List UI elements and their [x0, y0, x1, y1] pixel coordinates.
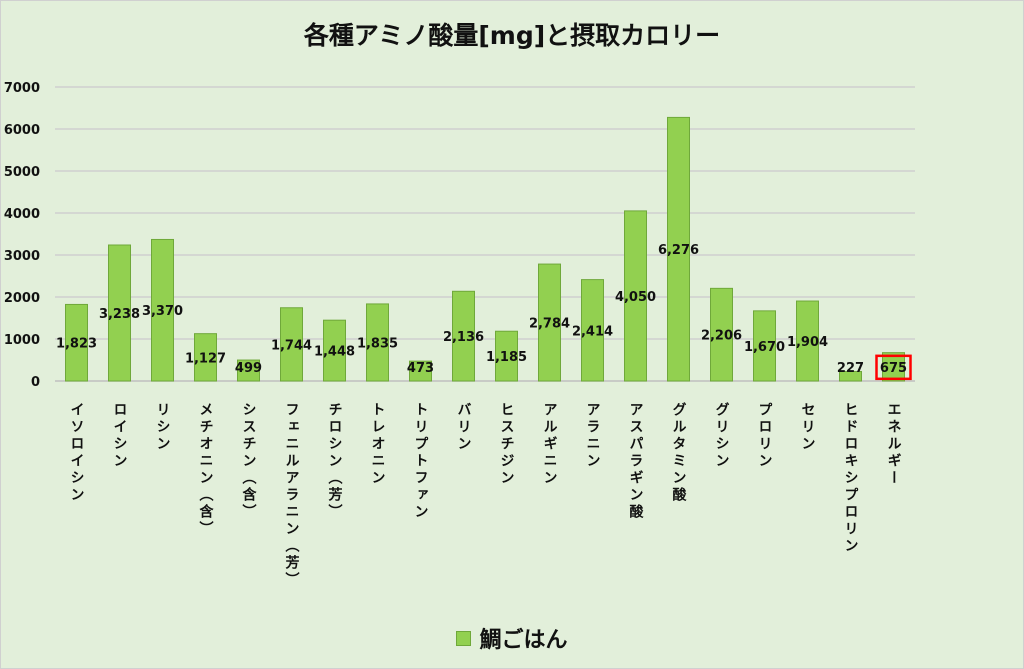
- bar: [667, 116, 690, 382]
- data-label: 499: [235, 361, 262, 376]
- data-label: 1,744: [271, 338, 312, 353]
- x-tick-label: グリシン: [714, 401, 730, 470]
- data-label: 3,370: [142, 304, 183, 319]
- bar: [452, 290, 475, 382]
- x-tick-label: アスパラギン酸: [628, 402, 644, 521]
- bar: [624, 210, 647, 382]
- data-label: 1,904: [787, 335, 828, 350]
- x-tick-label: ヒドロキシプロリン: [843, 402, 859, 555]
- x-tick-label: シスチン（含）: [241, 402, 258, 521]
- y-tick-label: 2000: [4, 291, 40, 306]
- chart-title: 各種アミノ酸量[mg]と摂取カロリー: [303, 21, 721, 50]
- data-label: 3,238: [99, 307, 140, 322]
- bar: [538, 263, 561, 382]
- data-label: 2,136: [443, 330, 484, 345]
- y-tick-label: 1000: [4, 333, 40, 348]
- x-tick-label: バリン: [456, 402, 472, 453]
- data-label: 6,276: [658, 243, 699, 258]
- y-tick-label: 4000: [4, 207, 40, 222]
- bar: [194, 333, 217, 382]
- x-tick-label: トレオニン: [370, 402, 386, 487]
- bar: [65, 303, 88, 382]
- data-label: 1,127: [185, 351, 226, 366]
- bar: [323, 319, 346, 382]
- x-tick-label: フェニルアラニン（芳）: [284, 402, 301, 589]
- bar: [710, 287, 733, 382]
- bar: [280, 307, 303, 382]
- bar: [839, 370, 862, 382]
- highlight-box: [875, 354, 912, 381]
- data-label: 1,670: [744, 340, 785, 355]
- x-tick-label: グルタミン酸: [671, 401, 687, 504]
- data-label: 2,414: [572, 324, 613, 339]
- data-label: 1,835: [357, 336, 398, 351]
- bar: [796, 300, 819, 382]
- x-tick-label: ロイシン: [112, 402, 128, 470]
- bar: [237, 359, 260, 382]
- bar: [753, 310, 776, 382]
- x-tick-label: エネルギー: [886, 402, 902, 487]
- data-label: 227: [837, 361, 864, 376]
- bar: [108, 244, 131, 382]
- data-label: 1,823: [56, 337, 97, 352]
- bar: [366, 303, 389, 382]
- x-tick-label: イソロイシン: [69, 402, 85, 504]
- legend-label: 鯛ごはん: [479, 628, 568, 653]
- bar: [409, 360, 432, 382]
- x-tick-label: チロシン（芳）: [327, 402, 344, 521]
- data-label: 2,206: [701, 329, 742, 344]
- data-label: 1,185: [486, 350, 527, 365]
- x-tick-label: トリプトファン: [413, 402, 429, 521]
- x-tick-label: アラニン: [585, 402, 601, 470]
- x-tick-label: アルギニン: [542, 402, 558, 487]
- y-tick-label: 3000: [4, 249, 40, 264]
- legend: 鯛ごはん: [0, 622, 1024, 654]
- y-tick-label: 6000: [4, 123, 40, 138]
- y-tick-label: 5000: [4, 165, 40, 180]
- legend-swatch: [456, 630, 472, 646]
- x-tick-label: ヒスチジン: [499, 402, 515, 487]
- bar: [151, 238, 174, 382]
- data-label: 473: [407, 361, 434, 376]
- bar: [581, 279, 604, 382]
- bar: [495, 330, 518, 382]
- data-label: 4,050: [615, 290, 656, 305]
- y-tick-label: 0: [31, 375, 40, 390]
- data-label: 675: [880, 361, 907, 376]
- x-tick-label: メチオニン（含）: [198, 402, 215, 538]
- data-label: 2,784: [529, 317, 570, 332]
- x-tick-label: リシン: [155, 402, 171, 453]
- bar: [882, 352, 905, 382]
- data-label: 1,448: [314, 345, 355, 360]
- y-tick-label: 7000: [4, 81, 40, 96]
- x-tick-label: プロリン: [757, 402, 773, 470]
- x-tick-label: セリン: [800, 402, 816, 453]
